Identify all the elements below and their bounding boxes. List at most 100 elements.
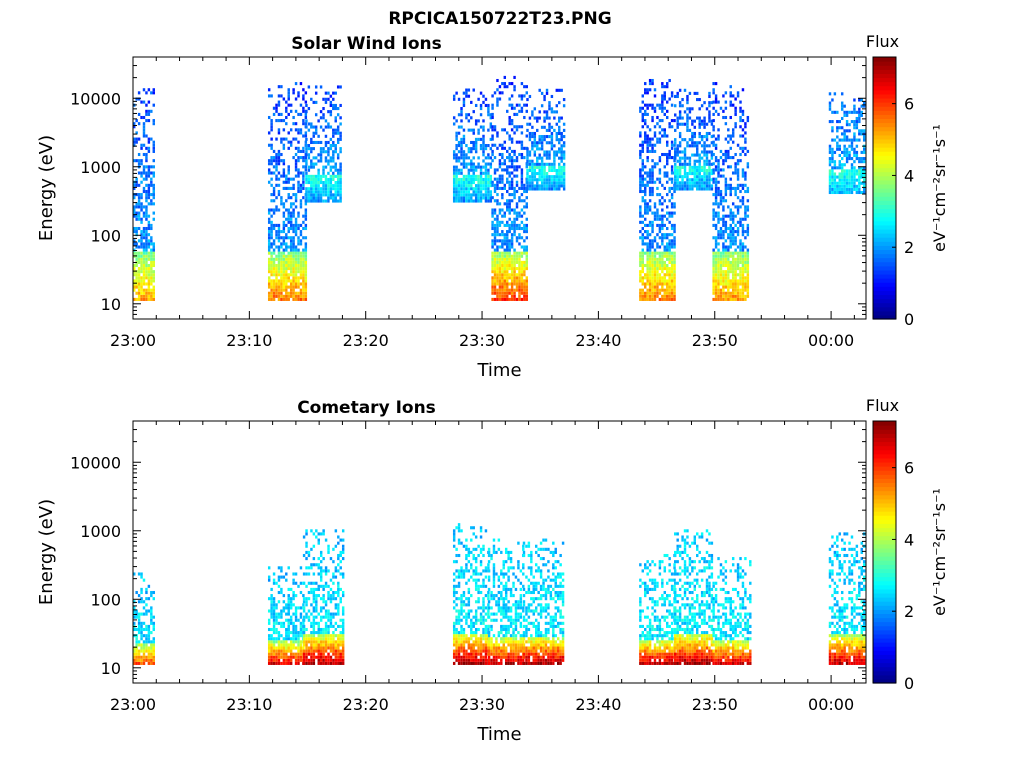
heatmap-cell xyxy=(152,276,155,280)
heatmap-cell xyxy=(731,156,735,160)
heatmap-cell xyxy=(741,276,745,280)
heatmap-cell xyxy=(545,135,549,139)
heatmap-cell xyxy=(739,260,742,264)
heatmap-cell xyxy=(518,211,521,215)
heatmap-cell xyxy=(510,223,514,227)
heatmap-cell xyxy=(729,254,732,258)
heatmap-cell xyxy=(734,122,737,126)
heatmap-cell xyxy=(719,251,723,255)
heatmap-cell xyxy=(285,276,288,280)
heatmap-cell xyxy=(845,190,849,195)
heatmap-cell xyxy=(729,208,732,212)
heatmap-cell xyxy=(152,655,155,659)
heatmap-cell xyxy=(731,242,735,246)
heatmap-cell xyxy=(267,220,271,224)
heatmap-cell xyxy=(651,168,654,172)
heatmap-cell xyxy=(327,187,330,191)
heatmap-cell xyxy=(862,135,866,139)
heatmap-cell xyxy=(493,171,497,175)
heatmap-cell xyxy=(727,276,730,280)
heatmap-cell xyxy=(270,267,273,271)
heatmap-cell xyxy=(651,226,654,231)
heatmap-cell xyxy=(714,276,718,280)
heatmap-cell xyxy=(304,223,308,227)
heatmap-cell xyxy=(661,257,664,261)
heatmap-cell xyxy=(294,273,298,277)
heatmap-cell xyxy=(133,183,136,187)
heatmap-cell xyxy=(688,172,692,176)
heatmap-cell xyxy=(292,590,295,595)
heatmap-cell xyxy=(312,147,315,151)
heatmap-cell xyxy=(545,88,549,92)
heatmap-cell xyxy=(501,251,504,255)
heatmap-cell xyxy=(312,634,316,638)
heatmap-cell xyxy=(746,149,750,153)
heatmap-cell xyxy=(670,276,674,280)
heatmap-cell xyxy=(336,171,340,175)
heatmap-cell xyxy=(315,535,318,539)
heatmap-cell xyxy=(548,187,551,191)
heatmap-cell xyxy=(267,143,271,147)
heatmap-cell xyxy=(550,141,554,145)
heatmap-cell xyxy=(525,196,528,200)
heatmap-cell xyxy=(467,147,471,151)
heatmap-cell xyxy=(712,285,715,289)
heatmap-cell xyxy=(152,143,155,147)
heatmap-cell xyxy=(710,150,714,154)
heatmap-cell xyxy=(828,184,832,188)
heatmap-cell xyxy=(646,137,649,141)
heatmap-cell xyxy=(302,180,305,184)
heatmap-cell xyxy=(477,165,480,169)
heatmap-cell xyxy=(651,78,654,83)
heatmap-cell xyxy=(656,263,659,268)
heatmap-cell xyxy=(523,115,526,120)
heatmap-cell xyxy=(275,223,278,227)
heatmap-cell xyxy=(520,140,524,144)
heatmap-cell xyxy=(145,627,148,632)
heatmap-cell xyxy=(272,282,276,286)
heatmap-cell xyxy=(673,260,676,264)
heatmap-cell xyxy=(142,612,146,616)
heatmap-cell xyxy=(668,291,671,295)
heatmap-cell xyxy=(714,177,718,181)
heatmap-cell xyxy=(498,177,502,181)
heatmap-cell xyxy=(275,631,278,635)
heatmap-cell xyxy=(280,267,283,271)
heatmap-cell xyxy=(327,184,330,188)
heatmap-cell xyxy=(152,615,155,619)
heatmap-cell xyxy=(848,172,851,176)
heatmap-cell xyxy=(518,236,521,240)
heatmap-cell xyxy=(294,634,298,638)
heatmap-cell xyxy=(336,128,340,132)
heatmap-cell xyxy=(137,285,141,289)
heatmap-cell xyxy=(518,125,521,129)
colorbar-tick-label: 4 xyxy=(904,166,914,185)
heatmap-cell xyxy=(639,297,642,301)
heatmap-cell xyxy=(272,211,276,215)
heatmap-cell xyxy=(297,168,300,172)
heatmap-cell xyxy=(736,285,740,289)
heatmap-cell xyxy=(152,291,155,295)
heatmap-cell xyxy=(152,165,155,169)
heatmap-cell xyxy=(329,168,333,172)
heatmap-cell xyxy=(282,257,286,261)
heatmap-cell xyxy=(717,162,720,166)
heatmap-cell xyxy=(277,226,281,231)
colorbar-step xyxy=(873,130,896,136)
heatmap-cell xyxy=(292,288,295,292)
heatmap-cell xyxy=(670,211,674,215)
heatmap-cell xyxy=(501,257,504,261)
heatmap-cell xyxy=(644,112,647,116)
heatmap-cell xyxy=(305,652,308,656)
heatmap-cell xyxy=(493,276,497,280)
heatmap-cell xyxy=(508,208,511,212)
heatmap-cell xyxy=(484,103,488,108)
heatmap-cell xyxy=(484,193,488,197)
heatmap-cell xyxy=(140,600,143,604)
heatmap-cell xyxy=(304,279,308,283)
heatmap-cell xyxy=(528,162,532,166)
heatmap-cell xyxy=(498,279,502,283)
heatmap-cell xyxy=(833,166,837,170)
heatmap-cell xyxy=(307,615,311,619)
